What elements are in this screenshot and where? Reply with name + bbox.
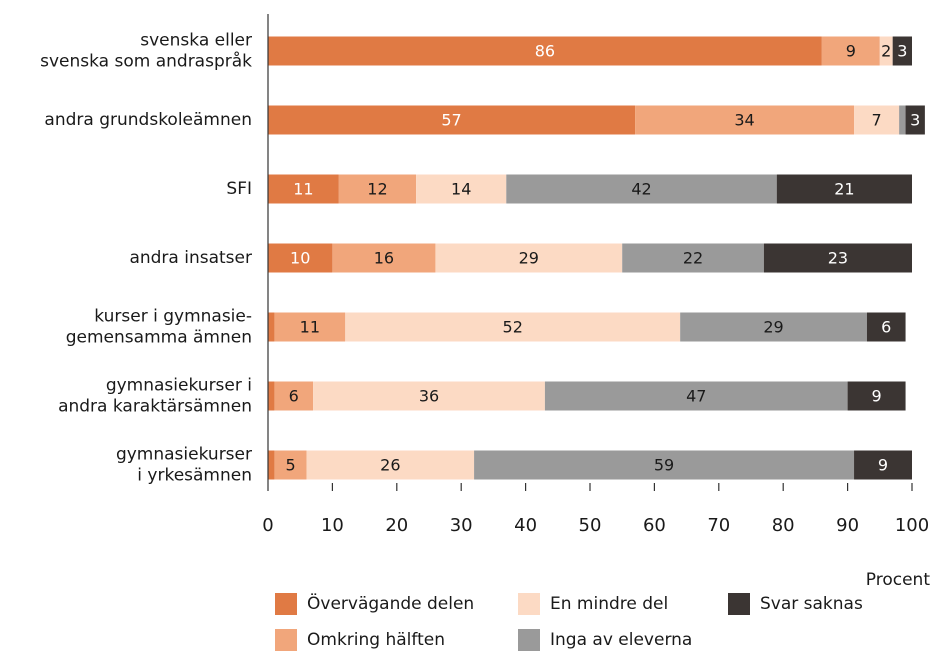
x-tick-label: 10 — [321, 515, 344, 536]
data-label: 11 — [293, 180, 313, 199]
bar-segment — [274, 312, 346, 342]
category-label: gymnasiekurser i andra karaktärsämnen — [58, 376, 252, 417]
data-label: 59 — [654, 456, 674, 475]
bar-segment — [776, 174, 912, 204]
bar-segment — [763, 243, 912, 273]
bar-segment — [268, 105, 636, 135]
legend-label: Omkring hälften — [307, 630, 445, 650]
category-label: andra grundskoleämnen — [44, 110, 252, 130]
category-label: SFI — [226, 179, 252, 199]
bar-segment — [506, 174, 777, 204]
data-label: 23 — [828, 249, 848, 268]
category-label: andra insatser — [129, 248, 252, 268]
data-label: 22 — [683, 249, 703, 268]
data-label: 3 — [910, 111, 920, 130]
data-label: 86 — [535, 42, 555, 61]
bar-segment — [435, 243, 623, 273]
data-label: 9 — [871, 387, 881, 406]
legend-label: En mindre del — [550, 594, 668, 614]
data-label: 29 — [519, 249, 539, 268]
x-tick-label: 60 — [643, 515, 666, 536]
bar-segment — [892, 36, 912, 66]
data-label: 29 — [763, 318, 783, 337]
bar-segment — [268, 312, 275, 342]
bar-segment — [622, 243, 764, 273]
x-tick-label: 40 — [514, 515, 537, 536]
bar-segment — [313, 381, 545, 411]
x-tick-label: 80 — [772, 515, 795, 536]
bar-segment — [899, 105, 906, 135]
legend-swatch — [518, 593, 540, 615]
x-tick-label: 30 — [450, 515, 473, 536]
data-label: 14 — [451, 180, 471, 199]
x-tick-label: 0 — [262, 515, 273, 536]
bar-segment — [345, 312, 681, 342]
x-tick-label: 70 — [707, 515, 730, 536]
data-label: 16 — [374, 249, 394, 268]
data-label: 5 — [285, 456, 295, 475]
legend-swatch — [518, 629, 540, 651]
bar-segment — [274, 381, 314, 411]
bar-segment — [635, 105, 855, 135]
bar-segment — [905, 105, 925, 135]
bar-segment — [416, 174, 507, 204]
data-label: 12 — [367, 180, 387, 199]
data-label: 3 — [897, 42, 907, 61]
data-label: 47 — [686, 387, 706, 406]
bar-segment — [268, 450, 275, 480]
bar-segment — [332, 243, 436, 273]
bar-segment — [306, 450, 475, 480]
category-label: kurser i gymnasie-gemensamma ämnen — [66, 307, 252, 348]
data-label: 21 — [834, 180, 854, 199]
data-label: 57 — [441, 111, 461, 130]
x-axis-label: Procent — [866, 570, 931, 590]
bar-segment — [854, 450, 912, 480]
bar-segment — [879, 36, 893, 66]
legend-label: Inga av eleverna — [550, 630, 692, 650]
data-label: 36 — [419, 387, 439, 406]
legend-swatch — [728, 593, 750, 615]
bar-segment — [274, 450, 307, 480]
data-label: 2 — [881, 42, 891, 61]
data-label: 11 — [300, 318, 320, 337]
bar-segment — [847, 381, 906, 411]
category-label: svenska eller svenska som andraspråk — [40, 31, 252, 72]
x-tick-label: 50 — [579, 515, 602, 536]
data-label: 10 — [290, 249, 310, 268]
category-label: gymnasiekurser i yrkesämnen — [116, 445, 252, 486]
data-label: 9 — [878, 456, 888, 475]
data-label: 7 — [871, 111, 881, 130]
bar-segment — [854, 105, 900, 135]
bar-segment — [268, 381, 275, 411]
bar-segment — [680, 312, 867, 342]
data-label: 6 — [881, 318, 891, 337]
legend-label: Övervägande delen — [307, 592, 474, 614]
data-label: 42 — [631, 180, 651, 199]
data-label: 6 — [289, 387, 299, 406]
data-label: 52 — [503, 318, 523, 337]
bar-segment — [338, 174, 417, 204]
x-tick-label: 90 — [836, 515, 859, 536]
bar-segment — [268, 174, 339, 204]
bar-segment — [474, 450, 855, 480]
legend-label: Svar saknas — [760, 594, 863, 614]
data-label: 9 — [846, 42, 856, 61]
x-tick-label: 100 — [895, 515, 929, 536]
bar-segment — [866, 312, 906, 342]
bar-segment — [268, 36, 822, 66]
bar-segment — [268, 243, 333, 273]
bar-segment — [544, 381, 848, 411]
legend-swatch — [275, 629, 297, 651]
x-tick-label: 20 — [385, 515, 408, 536]
data-label: 34 — [734, 111, 754, 130]
bar-segment — [821, 36, 880, 66]
data-label: 26 — [380, 456, 400, 475]
legend-swatch — [275, 593, 297, 615]
